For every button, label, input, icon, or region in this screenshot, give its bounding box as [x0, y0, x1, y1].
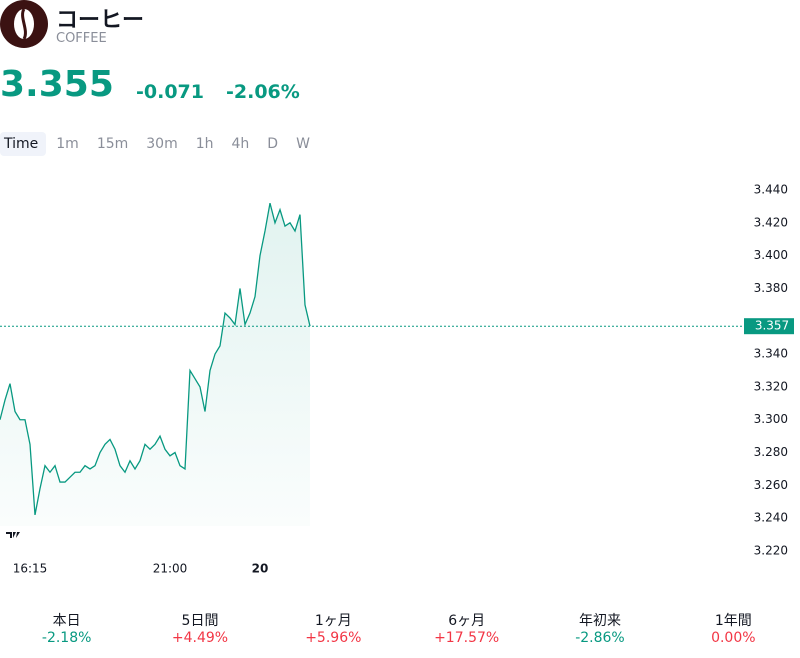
interval-tab[interactable]: 30m [146, 136, 178, 152]
last-value-box [744, 318, 794, 335]
performance-label: 6ヶ月 [448, 613, 486, 629]
interval-tab[interactable]: D [267, 136, 279, 152]
price: 3.355 [0, 64, 114, 105]
y-tick-label: 3.300 [754, 412, 788, 426]
performance-item: 5日間 +4.49% [133, 610, 266, 646]
performance-item: 1ヶ月 +5.96% [267, 610, 400, 646]
y-tick-label: 3.440 [754, 183, 788, 197]
change: -0.071 [136, 81, 204, 103]
performance-label: 1年間 [714, 613, 752, 629]
performance-value: +17.57% [434, 630, 500, 646]
performance-value: 0.00% [711, 630, 756, 646]
performance-item: 1年間 0.00% [667, 610, 800, 646]
performance-item: 6ヶ月 +17.57% [400, 610, 533, 646]
performance-label: 年初来 [578, 613, 621, 629]
y-tick-label: 3.380 [754, 281, 788, 295]
interval-tab[interactable]: W [296, 136, 310, 152]
x-tick-label: 20 [252, 562, 269, 576]
performance-value: -2.86% [575, 630, 625, 646]
change-percent: -2.06% [226, 81, 300, 103]
x-tick-label: 21:00 [153, 562, 188, 576]
performance-label: 本日 [52, 613, 81, 629]
interval-tab[interactable]: 15m [96, 136, 129, 152]
y-tick-label: 3.220 [754, 544, 788, 558]
y-tick-label: 3.260 [754, 478, 788, 492]
performance-item: 年初来 -2.86% [533, 610, 666, 646]
performance-value: -2.18% [41, 630, 92, 646]
y-tick-label: 3.240 [754, 511, 788, 525]
interval-tab[interactable]: Time [0, 132, 47, 156]
interval-tab[interactable]: 1h [195, 136, 214, 152]
logo [0, 0, 48, 48]
performance-label: 1ヶ月 [314, 613, 352, 629]
performance-value: +4.49% [171, 630, 229, 646]
tv-logo [6, 532, 20, 538]
area [0, 203, 310, 527]
y-tick-label: 3.420 [754, 215, 788, 229]
y-tick-label: 3.280 [754, 445, 788, 459]
last-value-label: 3.357 [755, 319, 789, 333]
x-tick-label: 16:15 [13, 562, 48, 576]
performance-label: 5日間 [181, 613, 219, 629]
symbol-name: コーヒー [56, 8, 145, 33]
chart: 3.220 3.240 3.260 3.280 3.300 3.320 3.340 3.380… [0, 183, 794, 576]
line [0, 202, 311, 516]
symbol-code: COFFEE [56, 31, 107, 46]
performance-value: +5.96% [305, 630, 362, 646]
performance: 本日 -2.18% 5日間 +4.49% 1ヶ月 +5.96% 6ヶ月 +17.57% 年初来 -… [0, 610, 800, 646]
interval-tab[interactable]: 1m [56, 136, 79, 152]
y-tick-label: 3.400 [754, 248, 788, 262]
y-tick-label: 3.320 [754, 379, 788, 393]
performance-item: 本日 -2.18% [0, 610, 133, 646]
y-tick-label: 3.340 [754, 347, 788, 361]
interval-tab[interactable]: 4h [231, 136, 250, 152]
interval-tabs: Time 1m 15m 30m 1h 4h D W [0, 132, 320, 156]
